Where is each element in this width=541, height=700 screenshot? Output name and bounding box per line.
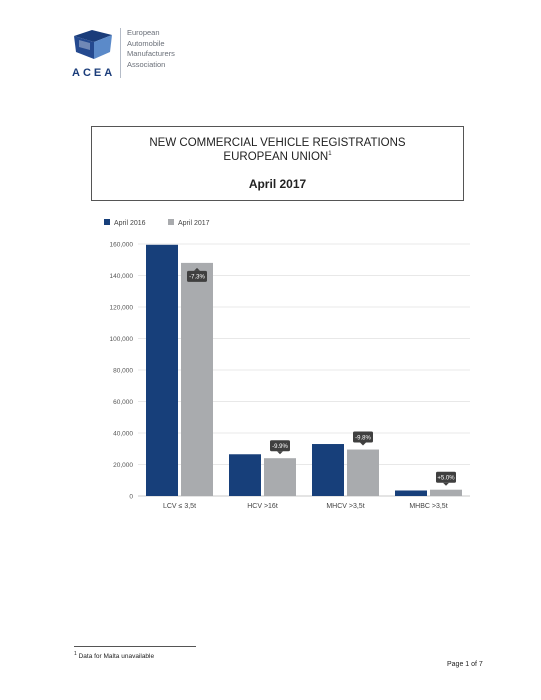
bar-april-2016 <box>312 444 344 496</box>
logo-wordmark: ACEA <box>72 67 116 79</box>
footnote-mark: 1 <box>74 651 77 657</box>
footnote-text: Data for Malta unavailable <box>78 653 155 661</box>
legend-swatch <box>168 219 174 225</box>
y-tick-label: 120,000 <box>110 305 134 312</box>
bar-april-2016 <box>146 244 178 496</box>
bar-april-2016 <box>229 454 261 496</box>
logo-divider <box>120 28 121 78</box>
y-tick-label: 60,000 <box>113 399 133 406</box>
y-tick-label: 160,000 <box>110 242 134 249</box>
logo-text-line: Automobile <box>127 38 165 48</box>
report-date: April 2017 <box>248 177 307 191</box>
change-label: -9.8% <box>355 435 371 441</box>
report-title-box: NEW COMMERCIAL VEHICLE REGISTRATIONS EUR… <box>91 126 464 201</box>
acea-car-emblem-icon <box>74 30 112 59</box>
bar-april-2017 <box>264 458 296 496</box>
change-label-pointer <box>194 267 200 271</box>
legend-label: April 2017 <box>178 220 210 227</box>
change-label-pointer <box>277 451 283 455</box>
change-label-pointer <box>443 482 449 486</box>
y-tick-label: 140,000 <box>110 273 134 280</box>
change-label-box <box>270 440 290 452</box>
y-tick-label: 0 <box>129 494 133 501</box>
y-tick-label: 40,000 <box>113 431 133 438</box>
report-subtitle: EUROPEAN UNION1 <box>92 151 463 163</box>
report-subtitle-text: EUROPEAN UNION <box>223 151 329 163</box>
logo-association-name: European Automobile Manufacturers Associ… <box>127 28 175 70</box>
footnote-divider <box>74 646 196 647</box>
logo-text-line: Manufacturers <box>127 49 175 58</box>
bar-april-2017 <box>347 449 379 496</box>
report-title: NEW COMMERCIAL VEHICLE REGISTRATIONS <box>149 137 406 149</box>
logo-text-line: European <box>127 28 160 37</box>
x-category-label: HCV >16t <box>247 503 278 510</box>
x-category-label: MHBC >3,5t <box>409 503 447 510</box>
bar-april-2017 <box>430 489 462 496</box>
legend-swatch <box>104 219 110 225</box>
change-label: -9.9% <box>272 444 288 450</box>
change-label-box <box>353 431 373 443</box>
change-label: +5.0% <box>437 476 455 482</box>
logo-text-line: Association <box>127 59 166 69</box>
page-number: Page 1 of 7 <box>447 661 483 668</box>
bar-april-2017 <box>181 262 213 496</box>
y-tick-label: 80,000 <box>113 368 133 375</box>
footnote: 1 Data for Malta unavailable <box>74 651 154 660</box>
change-label-pointer <box>360 442 366 446</box>
x-category-label: LCV ≤ 3,5t <box>163 503 196 510</box>
y-tick-label: 100,000 <box>110 336 134 343</box>
change-label-box <box>436 471 456 483</box>
bar-april-2016 <box>395 490 427 496</box>
change-label-box <box>187 270 207 282</box>
footnote-reference: 1 <box>328 151 332 158</box>
legend-label: April 2016 <box>114 220 146 227</box>
change-label: -7.3% <box>189 275 205 281</box>
x-category-label: MHCV >3,5t <box>326 503 364 510</box>
y-tick-label: 20,000 <box>113 462 133 469</box>
